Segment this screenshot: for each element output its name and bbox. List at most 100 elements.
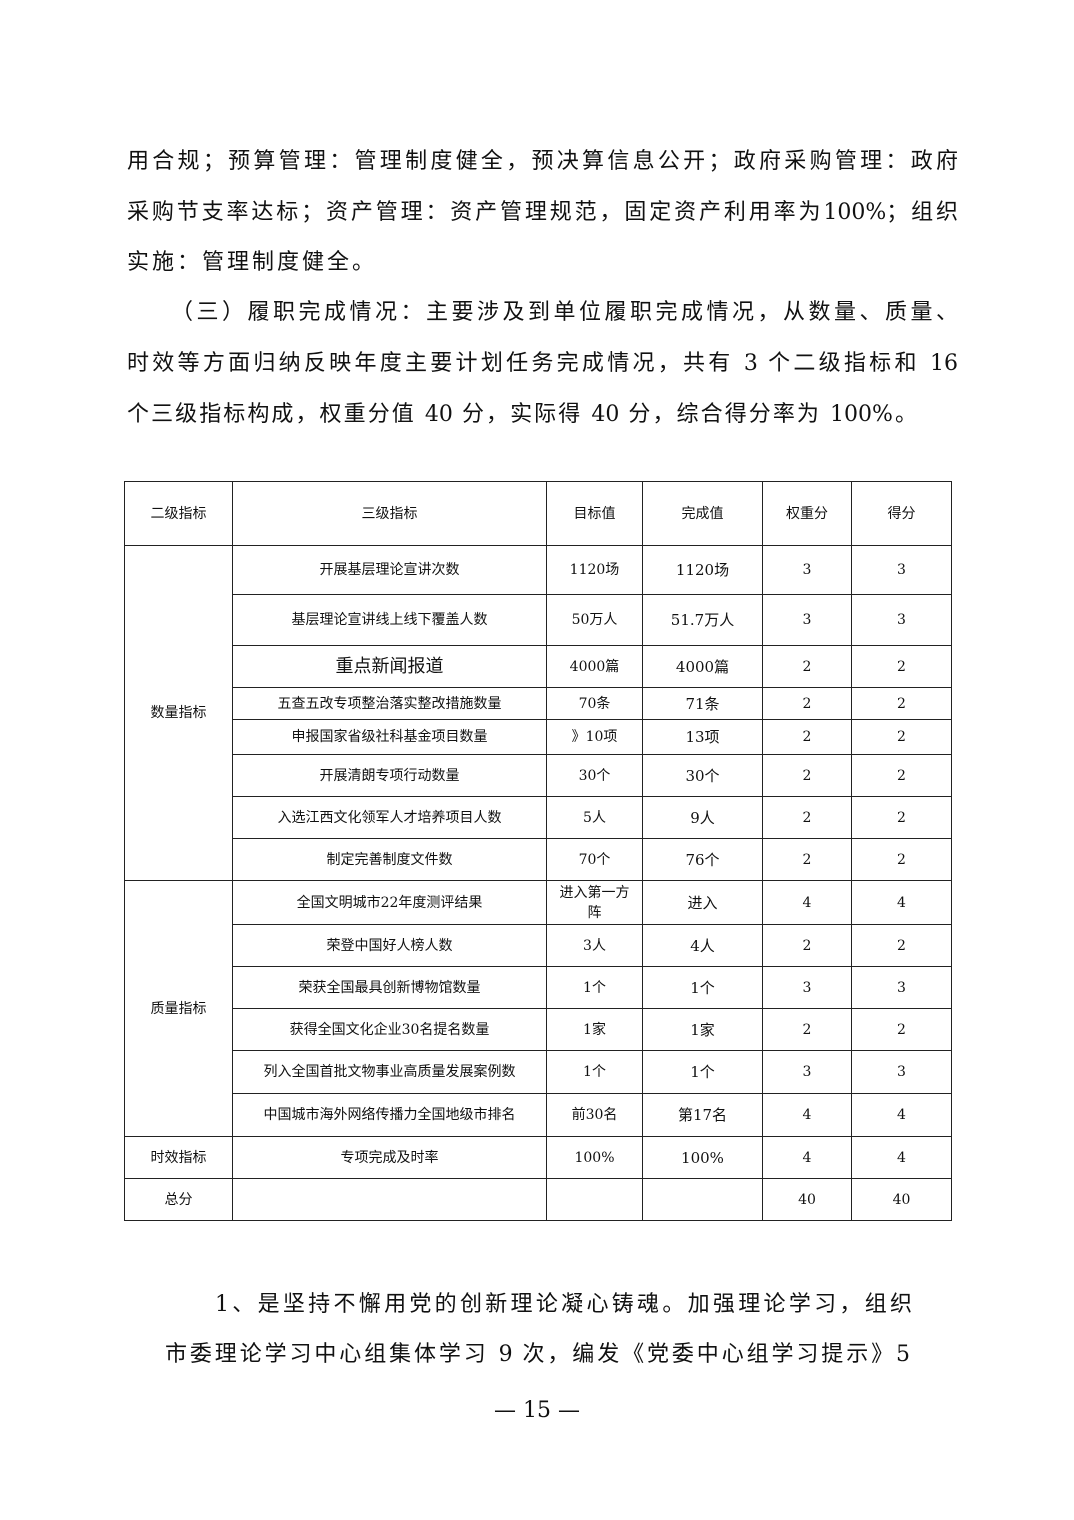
score-cell: 2 xyxy=(851,719,952,755)
target-cell: 1个 xyxy=(546,1050,643,1094)
weight-cell: 3 xyxy=(762,594,852,646)
indicator-cell: 全国文明城市22年度测评结果 xyxy=(232,880,547,925)
table-row: 制定完善制度文件数 70个 76个 2 2 xyxy=(125,838,952,881)
weight-cell: 3 xyxy=(762,545,852,595)
header-cell: 完成值 xyxy=(642,481,763,546)
table-row: 数量指标 开展基层理论宣讲次数 1120场 1120场 3 3 xyxy=(124,545,952,881)
table-row: 申报国家省级社科基金项目数量 》10项 13项 2 2 xyxy=(125,719,952,755)
weight-cell: 2 xyxy=(762,719,852,755)
indicator-cell: 开展清朗专项行动数量 xyxy=(232,754,547,797)
total-weight-cell: 40 xyxy=(762,1178,852,1221)
table-row: 重点新闻报道 4000篇 4000篇 2 2 xyxy=(125,645,952,688)
target-cell: 3人 xyxy=(546,924,643,967)
text-line: 市委理论学习中心组集体学习 9 次，编发《党委中心组学习提示》5 xyxy=(165,1342,910,1367)
weight-cell: 2 xyxy=(762,838,852,881)
table-row: 时效指标 专项完成及时率 100% 100% 4 4 xyxy=(124,1136,952,1179)
weight-cell: 3 xyxy=(762,966,852,1009)
total-score-cell: 40 xyxy=(851,1178,952,1221)
weight-cell: 2 xyxy=(762,796,852,839)
actual-cell: 1个 xyxy=(642,966,763,1009)
score-cell: 3 xyxy=(851,594,952,646)
indicator-cell: 荣登中国好人榜人数 xyxy=(232,924,547,967)
text-line: 实施：管理制度健全。 xyxy=(127,250,378,275)
actual-cell: 30个 xyxy=(642,754,763,797)
table-row: 荣获全国最具创新博物馆数量 1个 1个 3 3 xyxy=(125,966,952,1009)
target-cell: 70条 xyxy=(546,687,643,720)
text-line: 个三级指标构成，权重分值 40 分，实际得 40 分，综合得分率为 100%。 xyxy=(127,402,917,427)
score-cell: 3 xyxy=(851,966,952,1009)
indicator-cell: 列入全国首批文物事业高质量发展案例数 xyxy=(232,1050,547,1094)
actual-cell: 13项 xyxy=(642,719,763,755)
table-row: 五查五改专项整治落实整改措施数量 70条 71条 2 2 xyxy=(125,687,952,720)
actual-cell: 1家 xyxy=(642,1008,763,1051)
category-cell: 时效指标 xyxy=(124,1136,233,1179)
score-cell: 2 xyxy=(851,687,952,720)
score-cell: 2 xyxy=(851,645,952,688)
table-row: 质量指标 全国文明城市22年度测评结果 进入第一方阵 进入 4 4 xyxy=(124,880,952,1137)
weight-cell: 2 xyxy=(762,924,852,967)
table-row: 开展清朗专项行动数量 30个 30个 2 2 xyxy=(125,754,952,797)
performance-table: 二级指标 三级指标 目标值 完成值 权重分 得分 数量指标 开展基层理论宣讲次数 1… xyxy=(124,481,952,1221)
header-cell: 三级指标 xyxy=(232,481,547,546)
indicator-cell: 五查五改专项整治落实整改措施数量 xyxy=(232,687,547,720)
table-row: 获得全国文化企业30名提名数量 1家 1家 2 2 xyxy=(125,1008,952,1051)
table-row: 基层理论宣讲线上线下覆盖人数 50万人 51.7万人 3 3 xyxy=(125,594,952,646)
score-cell: 3 xyxy=(851,1050,952,1094)
target-cell: 30个 xyxy=(546,754,643,797)
indicator-cell: 中国城市海外网络传播力全国地级市排名 xyxy=(232,1093,547,1137)
table-row: 中国城市海外网络传播力全国地级市排名 前30名 第17名 4 4 xyxy=(125,1093,952,1137)
actual-cell: 76个 xyxy=(642,838,763,881)
actual-cell: 4000篇 xyxy=(642,645,763,688)
score-cell: 2 xyxy=(851,1008,952,1051)
indicator-cell: 荣获全国最具创新博物馆数量 xyxy=(232,966,547,1009)
table-row: 荣登中国好人榜人数 3人 4人 2 2 xyxy=(125,924,952,967)
target-cell: 进入第一方阵 xyxy=(546,880,643,925)
weight-cell: 4 xyxy=(762,880,852,925)
actual-cell: 71条 xyxy=(642,687,763,720)
score-cell: 3 xyxy=(851,545,952,595)
score-cell: 2 xyxy=(851,838,952,881)
score-cell: 4 xyxy=(851,880,952,925)
weight-cell: 2 xyxy=(762,687,852,720)
weight-cell: 4 xyxy=(762,1093,852,1137)
actual-cell: 1120场 xyxy=(642,545,763,595)
header-cell: 权重分 xyxy=(762,481,852,546)
empty-cell xyxy=(232,1178,547,1221)
target-cell: 100% xyxy=(546,1136,643,1179)
text-line: 采购节支率达标；资产管理：资产管理规范，固定资产利用率为100%；组织 xyxy=(127,200,958,225)
weight-cell: 4 xyxy=(762,1136,852,1179)
header-cell: 得分 xyxy=(851,481,952,546)
target-cell: 5人 xyxy=(546,796,643,839)
header-cell: 目标值 xyxy=(546,481,643,546)
category-cell: 数量指标 xyxy=(124,545,233,881)
target-cell: 4000篇 xyxy=(546,645,643,688)
total-row: 总分 40 40 xyxy=(124,1178,952,1221)
table-row: 列入全国首批文物事业高质量发展案例数 1个 1个 3 3 xyxy=(125,1050,952,1094)
text-line: 1、是坚持不懈用党的创新理论凝心铸魂。加强理论学习，组织 xyxy=(215,1292,912,1317)
empty-cell xyxy=(642,1178,763,1221)
target-cell: 1120场 xyxy=(546,545,643,595)
actual-cell: 4人 xyxy=(642,924,763,967)
target-cell: 50万人 xyxy=(546,594,643,646)
target-cell: 》10项 xyxy=(546,719,643,755)
actual-cell: 100% xyxy=(642,1136,763,1179)
score-cell: 4 xyxy=(851,1136,952,1179)
indicator-cell: 申报国家省级社科基金项目数量 xyxy=(232,719,547,755)
table-row: 入选江西文化领军人才培养项目人数 5人 9人 2 2 xyxy=(125,796,952,839)
text-line: 时效等方面归纳反映年度主要计划任务完成情况，共有 3 个二级指标和 16 xyxy=(127,351,958,376)
weight-cell: 2 xyxy=(762,645,852,688)
score-cell: 2 xyxy=(851,754,952,797)
total-label-cell: 总分 xyxy=(124,1178,233,1221)
text-line: 用合规；预算管理：管理制度健全，预决算信息公开；政府采购管理：政府 xyxy=(127,149,958,174)
empty-cell xyxy=(546,1178,643,1221)
score-cell: 2 xyxy=(851,796,952,839)
actual-cell: 进入 xyxy=(642,880,763,925)
target-cell: 1个 xyxy=(546,966,643,1009)
indicator-cell: 开展基层理论宣讲次数 xyxy=(232,545,547,595)
actual-cell: 第17名 xyxy=(642,1093,763,1137)
weight-cell: 2 xyxy=(762,1008,852,1051)
indicator-cell: 重点新闻报道 xyxy=(232,645,547,688)
target-cell: 前30名 xyxy=(546,1093,643,1137)
category-cell: 质量指标 xyxy=(124,880,233,1137)
weight-cell: 3 xyxy=(762,1050,852,1094)
